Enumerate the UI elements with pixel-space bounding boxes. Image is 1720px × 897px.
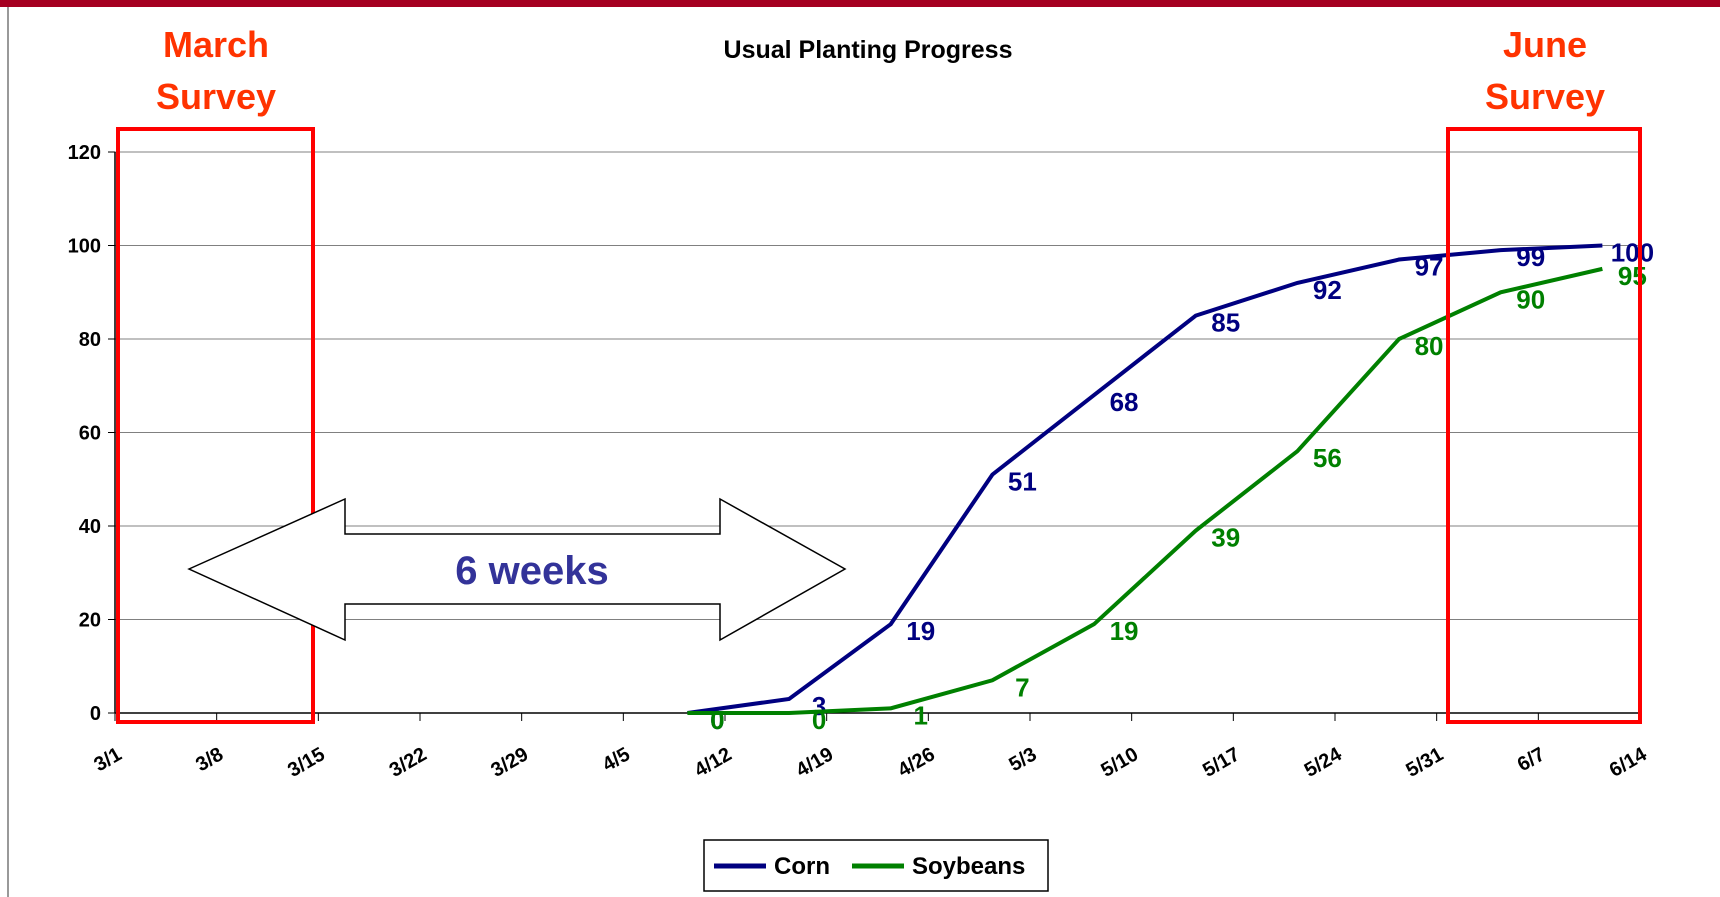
- x-tick-label: 4/5: [599, 743, 634, 776]
- data-label: 19: [1110, 616, 1139, 646]
- chart-title: Usual Planting Progress: [724, 36, 1013, 64]
- data-label: 0: [812, 705, 826, 735]
- data-label: 99: [1516, 242, 1545, 272]
- x-tick-label: 3/8: [192, 743, 227, 776]
- data-label: 95: [1618, 261, 1647, 291]
- arrow-label: 6 weeks: [455, 549, 608, 593]
- x-tick-label: 4/12: [691, 743, 736, 782]
- data-label: 68: [1110, 387, 1139, 417]
- data-label: 97: [1415, 252, 1444, 282]
- june-label: June Survey: [1485, 24, 1605, 117]
- march-box: [116, 127, 315, 724]
- x-tick-label: 4/19: [792, 743, 837, 782]
- x-tick-label: 4/26: [894, 743, 939, 782]
- x-tick-label: 3/1: [90, 743, 125, 776]
- march-label: March Survey: [156, 24, 276, 117]
- x-tick-label: 5/10: [1097, 743, 1142, 782]
- data-label: 90: [1516, 284, 1545, 314]
- y-tick-label: 20: [79, 610, 101, 632]
- top-bar: [0, 0, 1720, 7]
- data-label: 1: [913, 700, 927, 730]
- x-tick-label: 5/17: [1199, 743, 1244, 782]
- x-tick-label: 6/7: [1514, 743, 1549, 776]
- x-tick-label: 3/15: [284, 743, 329, 782]
- legend-label: Soybeans: [912, 853, 1025, 880]
- y-tick-label: 0: [90, 703, 101, 725]
- y-tick-label: 120: [68, 142, 101, 164]
- y-tick-label: 40: [79, 516, 101, 538]
- data-label: 56: [1313, 443, 1342, 473]
- data-label: 92: [1313, 275, 1342, 305]
- june-box: [1446, 127, 1642, 724]
- data-label: 100: [1611, 238, 1654, 268]
- data-label: 19: [906, 616, 935, 646]
- double-arrow: [187, 497, 847, 642]
- data-label: 7: [1015, 672, 1029, 702]
- x-tick-label: 5/3: [1005, 743, 1040, 776]
- legend-label: Corn: [774, 853, 830, 880]
- x-tick-label: 3/22: [386, 743, 431, 782]
- y-tick-label: 60: [79, 423, 101, 445]
- x-tick-label: 3/29: [487, 743, 532, 782]
- y-tick-label: 100: [68, 236, 101, 258]
- data-label: 0: [710, 705, 724, 735]
- x-tick-label: 5/31: [1402, 743, 1447, 782]
- y-tick-label: 80: [79, 329, 101, 351]
- data-label: 39: [1211, 523, 1240, 553]
- data-label: 85: [1211, 308, 1240, 338]
- data-label: 51: [1008, 467, 1037, 497]
- data-label: 80: [1415, 331, 1444, 361]
- x-tick-label: 5/24: [1301, 743, 1346, 782]
- x-tick-label: 6/14: [1606, 743, 1651, 782]
